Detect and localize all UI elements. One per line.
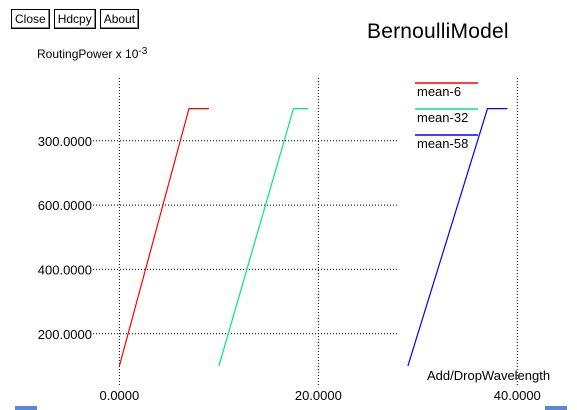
hardcopy-button[interactable]: Hdcpy [53,9,96,29]
about-button[interactable]: About [99,9,140,29]
x-tick-label: 0.0000 [99,388,139,403]
legend-label-mean-58: mean-58 [417,136,468,151]
series-line-mean-58 [407,107,508,367]
scrollbar-left-marker [15,406,37,410]
y-tick-label: 600.0000 [38,198,92,213]
close-button[interactable]: Close [11,9,50,29]
x-tick-label: 20.0000 [295,388,342,403]
y-axis-label: RoutingPower x 10-3 [37,46,147,61]
legend-label-mean-6: mean-6 [417,84,461,99]
toolbar: Close Hdcpy About [11,9,140,29]
y-axis-label-text: RoutingPower x 10 [37,47,139,61]
y-tick-label: 200.0000 [38,327,92,342]
y-tick-label: 300.0000 [38,134,92,149]
series-line-mean-32 [218,107,309,367]
x-axis-label: Add/DropWavelength [427,368,551,383]
chart-title: BernoulliModel [367,20,509,43]
scrollbar-right-marker [545,406,567,410]
x-tick-label: 40.0000 [494,388,541,403]
legend-label-mean-32: mean-32 [417,110,468,125]
y-tick-label: 400.0000 [38,262,92,277]
series-line-mean-6 [118,107,209,367]
y-axis-label-exponent: -3 [138,46,148,57]
